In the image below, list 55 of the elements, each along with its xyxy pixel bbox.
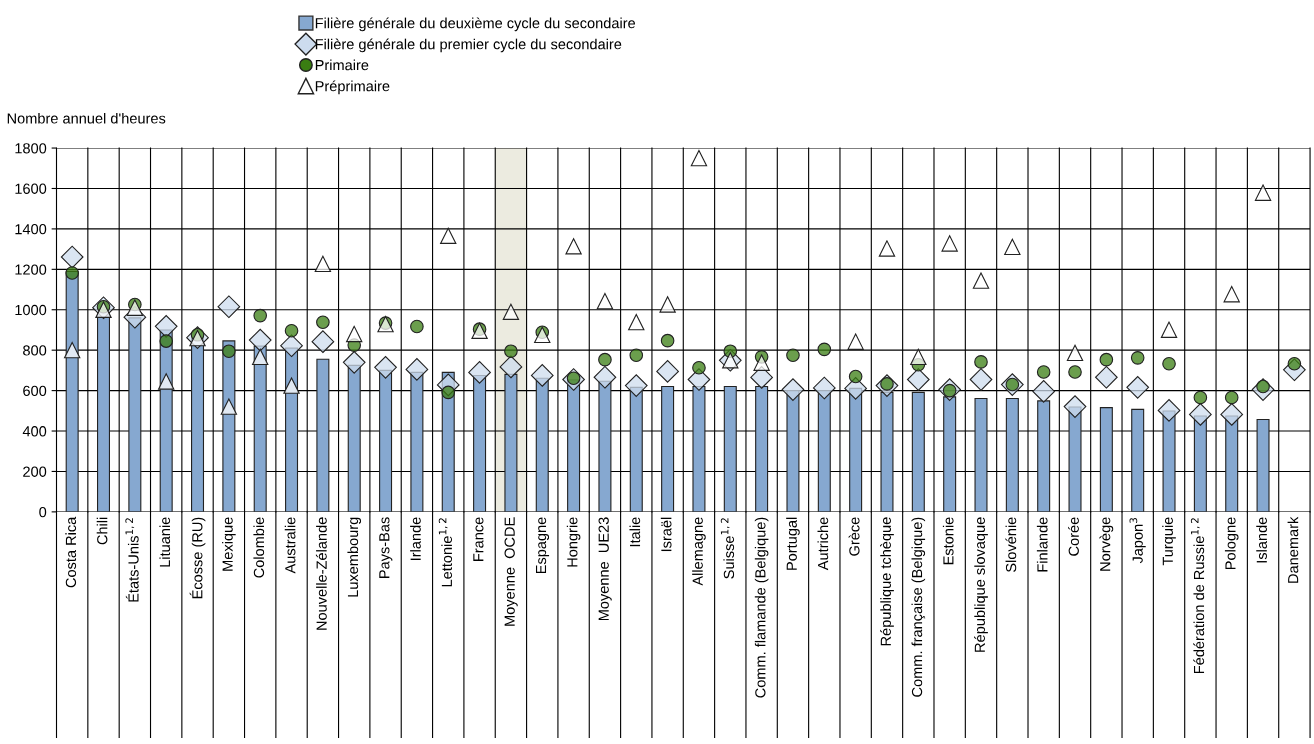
y-tick-label: 400 xyxy=(22,426,47,437)
x-tick-label: Pays-Bas xyxy=(379,517,393,578)
x-tick-label: Moyenne OCDE xyxy=(504,517,518,626)
legend-label: Filière générale du deuxième cycle du secondaire xyxy=(315,17,636,32)
x-tick-label: Lituanie xyxy=(159,517,171,567)
x-tick-label: France xyxy=(473,517,484,561)
x-tick-label: Hongrie xyxy=(566,517,581,567)
x-tick-label: Danemark xyxy=(1287,516,1299,583)
legend-label: Primaire xyxy=(315,59,369,71)
x-tick-label: Moyenne UE23 xyxy=(598,517,612,621)
x-tick-label: Finlande xyxy=(1036,517,1048,572)
x-tick-label: Nouvelle-Zélande xyxy=(315,517,327,630)
x-tick-label: Grèce xyxy=(848,517,860,556)
x-tick-label: Autriche xyxy=(817,517,829,571)
x-tick-label: Costa Rica xyxy=(65,516,77,588)
x-tick-label: Luxembourg xyxy=(347,517,362,597)
x-tick-label: Estonie xyxy=(942,517,954,565)
x-tick-label: Comm. flamande (Belgique) xyxy=(754,517,769,698)
x-tick-label: Fédération de Russie$^{1,2}$ xyxy=(1190,518,1205,674)
x-tick-label: Turquie xyxy=(1162,517,1176,566)
x-tick-label: Islande xyxy=(1256,517,1267,563)
x-tick-label: Italie xyxy=(629,517,641,547)
x-tick-label: Écosse (RU) xyxy=(189,517,206,599)
x-tick-label: Suisse$^{1,2}$ xyxy=(720,518,735,579)
legend-label: Filière générale du premier cycle du secondaire xyxy=(315,38,622,53)
y-tick-label: 0 xyxy=(39,506,47,518)
x-tick-label: Comm. française (Belgique) xyxy=(911,517,926,697)
x-tick-label: Norvège xyxy=(1099,517,1114,571)
x-tick-label: Australie xyxy=(284,517,296,574)
x-tick-label: Colombie xyxy=(253,517,265,578)
x-tick-label: République tchèque xyxy=(880,517,894,646)
x-tick-label: Allemagne xyxy=(692,517,706,586)
x-tick-label: Corée xyxy=(1068,517,1079,556)
x-tick-label: République slovaque xyxy=(974,517,988,652)
x-tick-label: Japon$^{3}$ xyxy=(1129,518,1146,564)
y-axis-title: Nombre annuel d'heures xyxy=(7,112,166,124)
x-tick-label: Portugal xyxy=(786,517,800,570)
legend-label: Préprimaire xyxy=(315,80,390,95)
y-tick-label: 600 xyxy=(23,385,47,397)
x-tick-label: Lettonie$^{1,2}$ xyxy=(438,518,453,587)
x-tick-label: Chili xyxy=(96,517,108,545)
y-tick-label: 1600 xyxy=(15,183,47,194)
x-tick-label: Pologne xyxy=(1224,517,1239,570)
y-tick-label: 200 xyxy=(23,466,47,477)
y-tick-label: 1400 xyxy=(15,224,47,235)
x-tick-label: États-Unis$^{1,2}$ xyxy=(125,518,139,602)
y-tick-label: 800 xyxy=(23,345,47,356)
y-tick-label: 1200 xyxy=(15,264,47,275)
x-tick-label: Slovénie xyxy=(1005,517,1017,573)
x-tick-label: Israël xyxy=(660,517,672,552)
y-tick-label: 1000 xyxy=(15,304,47,316)
x-tick-label: Irlande xyxy=(410,517,421,560)
x-tick-label: Mexique xyxy=(222,517,236,571)
x-tick-label: Espagne xyxy=(535,517,550,574)
y-tick-label: 1800 xyxy=(15,143,47,154)
